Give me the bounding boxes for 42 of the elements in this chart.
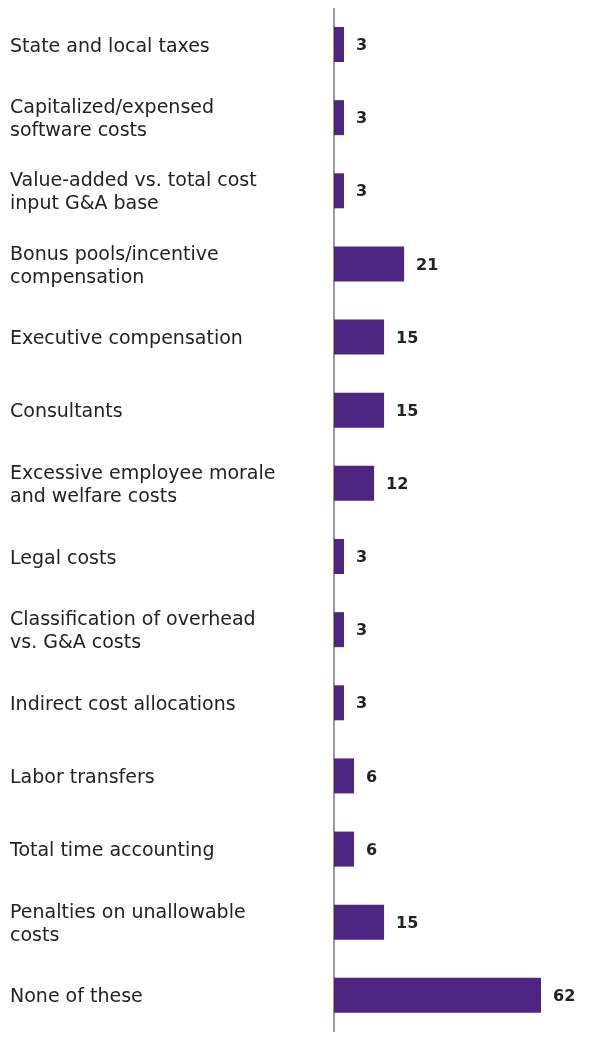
y-tick-label: Bonus pools/incentive compensation: [10, 241, 219, 287]
y-tick-label: Value-added vs. total cost input G&A base: [10, 168, 257, 214]
data-label: 12: [386, 474, 409, 494]
bar: [334, 246, 405, 282]
data-label: 21: [416, 254, 439, 274]
data-label: 3: [356, 547, 368, 567]
y-tick-label: Legal costs: [10, 545, 117, 568]
bar: [334, 319, 385, 355]
y-tick-label: Consultants: [10, 399, 123, 422]
y-tick-label: Executive compensation: [10, 326, 243, 349]
bar: [334, 27, 345, 63]
bar: [334, 392, 385, 428]
y-tick-label: Excessive employee morale and welfare costs: [10, 460, 276, 506]
y-tick-label: Classification of overhead vs. G&A costs: [10, 607, 256, 653]
data-label: 3: [356, 620, 368, 640]
y-tick-label: Indirect cost allocations: [10, 691, 236, 714]
bar: [334, 685, 345, 721]
data-label: 15: [396, 400, 419, 420]
bar: [334, 612, 345, 648]
y-tick-label: Labor transfers: [10, 765, 155, 787]
data-label: 3: [356, 693, 368, 713]
bar: [334, 831, 355, 867]
bar: [334, 465, 375, 501]
data-label: 6: [366, 839, 378, 859]
bar: [334, 977, 541, 1013]
y-tick-label: None of these: [10, 984, 143, 1007]
bar: [334, 539, 345, 575]
y-tick-label: Penalties on unallowable costs: [10, 899, 246, 945]
data-label: 3: [356, 35, 368, 55]
y-tick-label: Capitalized/expensed software costs: [10, 95, 215, 141]
data-label: 3: [356, 108, 368, 128]
bar: [334, 100, 345, 136]
data-label: 62: [553, 986, 576, 1006]
data-label: 6: [366, 766, 378, 786]
y-tick-label: Total time accounting: [9, 838, 215, 861]
y-tick-label: State and local taxes: [10, 33, 210, 56]
data-label: 15: [396, 327, 419, 347]
data-label: 15: [396, 912, 419, 932]
bar: [334, 758, 355, 794]
bar: [334, 173, 345, 209]
bar: [334, 904, 385, 940]
data-label: 3: [356, 181, 368, 201]
